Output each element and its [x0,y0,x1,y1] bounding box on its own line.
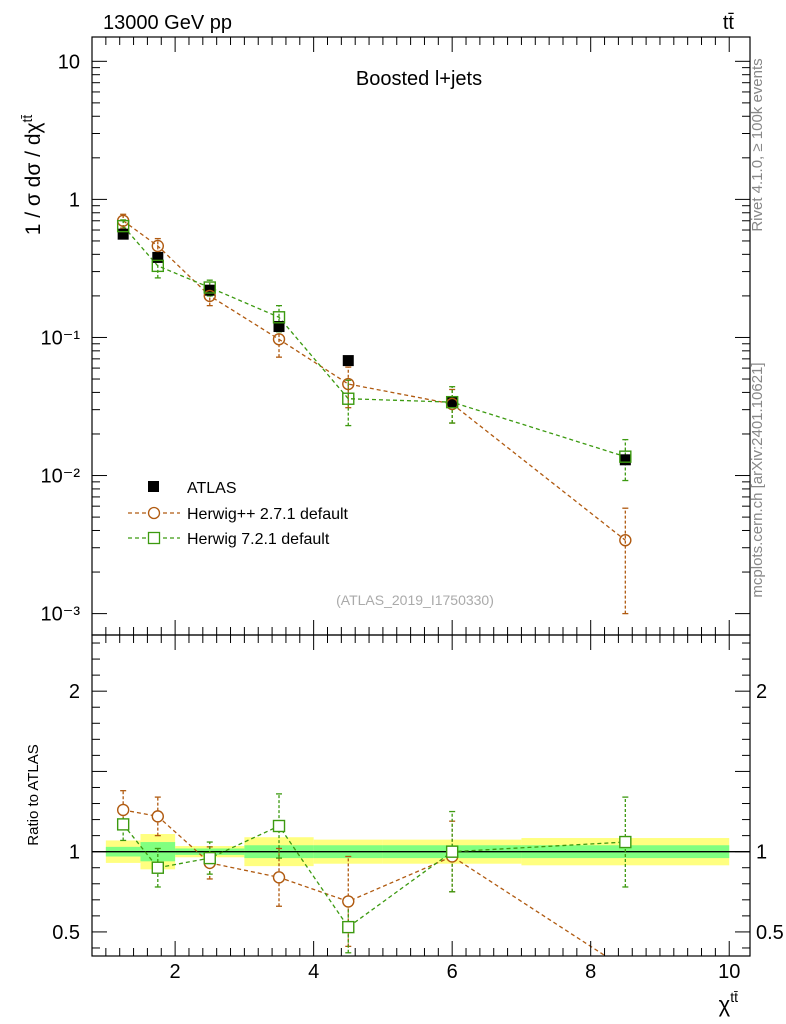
data-point-herwigpp [342,377,355,391]
ratio-point-herwig7 [272,819,286,833]
data-point-herwig7 [342,392,355,405]
ratio-plot-panel: 2 2 1 1 0.5 0.5 2 4 6 8 10 Ratio to ATLAS χtt̄ [25,634,784,1017]
x-tick-label: 4 [308,961,319,983]
data-point-herwig7 [151,259,165,273]
legend-marker-herwigpp [147,506,161,520]
ratio-point-herwig7 [342,920,355,934]
y-axis-label: 1 / σ dσ / dχtt̄ [19,115,45,236]
data-point-herwigpp [151,239,165,253]
ratio-y-tick-label-right: 1 [756,842,767,864]
y-tick-label: 10⁻³ [41,604,81,626]
analysis-id-label: (ATLAS_2019_I1750330) [336,592,494,608]
main-plot-panel: 10 1 10⁻¹ 10⁻² 10⁻³ Boosted l+jets (ATLAS_20… [19,36,751,636]
process-label: tt̄ [723,12,735,34]
ratio-y-tick-label-right: 0.5 [756,922,784,944]
x-tick-label: 8 [585,961,596,983]
y-axis-label-main: 1 / σ dσ / dχ [22,122,45,235]
legend-label-herwig7: Herwig 7.2.1 default [187,531,330,548]
x-axis-label-main: χ [719,992,731,1017]
rivet-version-label: Rivet 4.1.0, ≥ 100k events [749,58,766,231]
data-point-herwig7 [445,395,459,409]
data-point-herwig7 [203,281,216,294]
ratio-y-tick-label-right: 2 [756,681,767,703]
mcplots-label: mcplots.cern.ch [arXiv:2401.10621] [749,362,766,597]
data-point-herwigpp [203,289,216,303]
x-tick-label: 6 [447,961,458,983]
ratio-point-herwigpp [151,810,165,823]
ratio-point-herwig7 [445,845,459,858]
data-point-atlas [152,251,164,263]
ratio-y-tick-label: 2 [69,681,80,703]
ratio-plot-frame [91,634,751,957]
ratio-point-herwigpp [272,871,286,884]
data-point-atlas [619,454,631,466]
y-tick-label: 10 [58,51,80,73]
ratio-y-tick-label: 1 [69,842,80,864]
data-point-herwigpp [619,534,632,547]
ratio-y-tick-label: 0.5 [52,922,80,944]
plot-title: Boosted l+jets [356,68,482,90]
data-point-herwig7 [272,311,286,324]
data-point-herwig7 [619,450,632,463]
y-tick-label: 10⁻² [41,466,81,488]
y-tick-label: 10⁻¹ [41,327,81,349]
ratio-point-herwigpp [116,803,130,817]
legend-label-herwigpp: Herwig++ 2.7.1 default [187,506,349,523]
legend-marker-atlas [148,481,159,492]
x-axis-label-superscript: tt̄ [730,989,738,1005]
ratio-point-herwig7 [151,861,165,874]
x-tick-label: 2 [170,961,181,983]
series-line-herwig7 [122,225,626,458]
ratio-point-herwig7 [116,818,130,831]
legend-label-atlas: ATLAS [187,480,237,497]
legend: ATLAS Herwig++ 2.7.1 default Herwig 7.2.… [128,480,349,548]
data-point-atlas [273,321,285,333]
ratio-line-herwigpp [123,809,607,956]
ratio-axis-label: Ratio to ATLAS [25,744,42,845]
x-axis-label: χtt̄ [719,989,738,1017]
ratio-point-herwigpp [342,895,355,908]
ratio-point-herwig7 [619,835,632,849]
energy-label: 13000 GeV pp [103,12,232,34]
y-axis-label-superscript: tt̄ [19,115,35,123]
data-point-atlas [117,228,129,240]
data-point-herwigpp [272,333,286,346]
legend-marker-herwig7 [147,531,161,545]
data-point-herwig7 [116,219,130,233]
data-point-atlas [342,355,354,367]
ratio-point-herwig7 [203,851,216,865]
data-point-atlas [446,396,458,408]
y-tick-label: 1 [69,189,80,211]
x-tick-label: 10 [718,961,740,983]
